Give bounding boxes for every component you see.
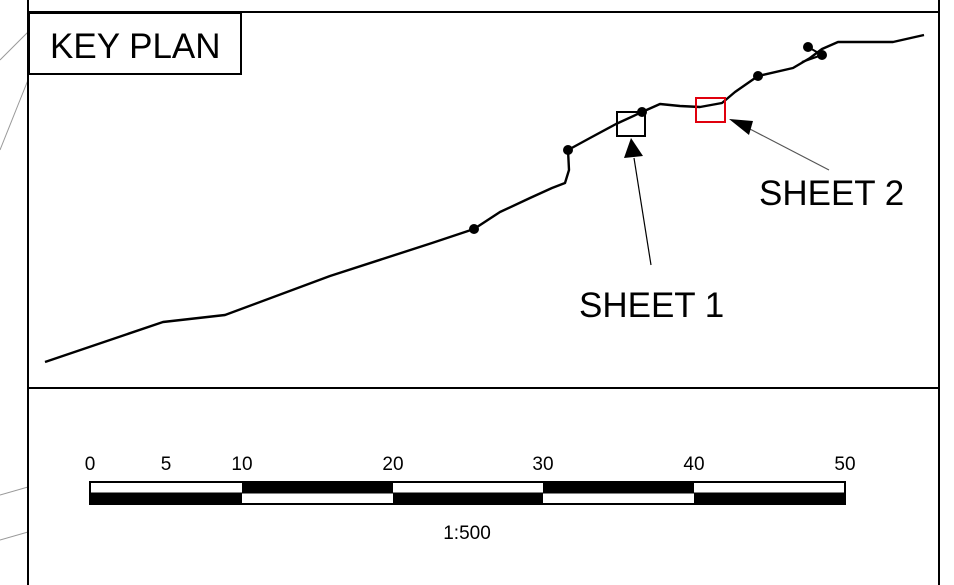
scale-tick-label: 50 [834, 454, 855, 475]
route-node [563, 145, 573, 155]
scale-tick-label: 30 [532, 454, 553, 475]
scale-bar-segment [393, 493, 543, 504]
route-node [469, 224, 479, 234]
route-node [753, 71, 763, 81]
scale-bar: 0 5 10 20 30 40 50 1:500 [85, 454, 856, 544]
scale-bar-tick-labels: 0 5 10 20 30 40 50 [85, 454, 856, 475]
key-plan-title: KEY PLAN [50, 27, 221, 66]
sheet-2-marker-box [695, 97, 726, 123]
route-node [817, 50, 827, 60]
scale-tick-label: 40 [683, 454, 704, 475]
sheet-1-marker-box [616, 111, 646, 137]
scale-tick-label: 5 [161, 454, 172, 475]
margin-leader-lines [0, 31, 29, 541]
scale-tick-label: 20 [382, 454, 403, 475]
scale-tick-label: 10 [231, 454, 252, 475]
sheet-1-leader-line [633, 157, 652, 266]
sheet-1-arrowhead [624, 138, 643, 158]
scale-bar-segment [694, 493, 845, 504]
key-plan-title-box [28, 12, 242, 75]
sheet-2-arrowhead [729, 119, 753, 135]
sheet-1-label: SHEET 1 [579, 286, 724, 325]
sheet-2-leader-line [747, 127, 830, 171]
scale-bar-segment [242, 482, 393, 493]
route-node [803, 42, 813, 52]
scale-ratio-label: 1:500 [443, 523, 491, 544]
scale-tick-label: 0 [85, 454, 96, 475]
scale-bar-segment [90, 493, 242, 504]
sheet-2-label: SHEET 2 [759, 174, 904, 213]
scale-bar-segment [543, 482, 694, 493]
